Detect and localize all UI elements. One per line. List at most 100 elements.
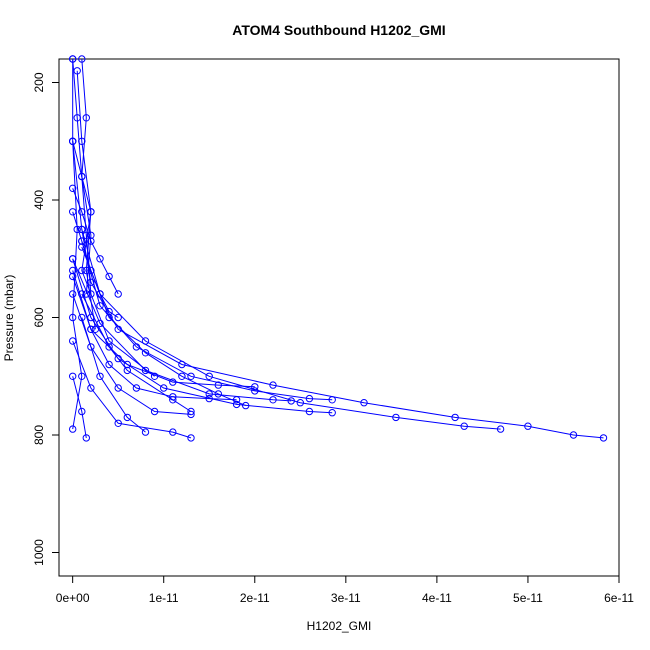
data-point [105, 307, 113, 316]
data-point [187, 407, 195, 416]
data-point [69, 55, 77, 63]
data-point [82, 434, 91, 442]
data-point [187, 372, 195, 380]
x-axis-label: H1202_GMI [307, 619, 372, 633]
data-point [392, 413, 400, 422]
series-line [72, 376, 87, 438]
data-point [69, 272, 77, 281]
data-point [78, 137, 86, 146]
data-point [82, 114, 91, 122]
series-line [81, 293, 192, 412]
series [69, 255, 295, 405]
y-axis-label: Pressure (mbar) [2, 275, 16, 362]
data-point [305, 407, 314, 416]
data-point [96, 302, 104, 310]
data-point [73, 225, 81, 234]
data-point [105, 313, 113, 322]
data-point [150, 407, 159, 416]
plot-frame [58, 58, 620, 577]
y-tick-label: 1000 [32, 539, 46, 566]
data-point [141, 337, 150, 345]
data-point [105, 337, 113, 345]
y-tick-label: 400 [32, 190, 46, 210]
data-point [87, 208, 95, 216]
x-tick-label: 3e-11 [331, 591, 361, 605]
series [69, 272, 241, 404]
data-point [328, 396, 336, 404]
data-point [141, 366, 150, 375]
data-point [187, 434, 195, 442]
data-point [96, 290, 104, 298]
x-tick-label: 2e-11 [240, 591, 270, 605]
data-point [524, 422, 532, 430]
data-point [69, 425, 77, 433]
data-point [114, 313, 122, 322]
x-tick-label: 5e-11 [513, 591, 543, 605]
data-point [150, 372, 159, 380]
series-line [72, 276, 237, 401]
data-point [460, 422, 468, 430]
data-point [96, 319, 104, 328]
data-point [360, 399, 368, 407]
data-point [105, 343, 113, 351]
series [69, 337, 195, 442]
series-line [81, 229, 501, 430]
data-point [78, 266, 86, 275]
data-point [251, 383, 259, 391]
series [78, 313, 150, 436]
data-point [69, 290, 77, 298]
data-point [78, 372, 86, 380]
x-tick-label: 0e+00 [56, 591, 90, 605]
data-point [169, 428, 177, 436]
data-point [205, 390, 213, 398]
data-point [205, 394, 213, 403]
data-point [123, 413, 132, 422]
data-point [78, 55, 86, 63]
data-point [105, 272, 113, 281]
data-point [87, 343, 95, 351]
data-point [214, 381, 223, 389]
data-point [496, 425, 505, 433]
data-point [205, 372, 213, 380]
data-point [123, 366, 132, 375]
series-line [72, 340, 192, 439]
data-point [132, 384, 141, 392]
data-point [82, 266, 91, 275]
series [69, 184, 122, 298]
x-tick-label: 4e-11 [422, 591, 452, 605]
data-point [569, 431, 578, 439]
chart-title: ATOM4 Southbound H1202_GMI [232, 22, 445, 38]
data-point [114, 290, 122, 298]
series [78, 290, 195, 416]
series-line [72, 211, 119, 318]
data-point [78, 237, 86, 245]
series-line [72, 141, 155, 377]
x-tick-label: 6e-11 [604, 591, 634, 605]
data-point [305, 394, 314, 403]
y-tick-label: 600 [32, 307, 46, 327]
series-line [72, 258, 333, 414]
y-axis: 200 400 600 800 1000 [32, 72, 60, 566]
data-point [78, 172, 86, 181]
data-point [114, 419, 122, 427]
data-point [251, 387, 259, 395]
x-tick-label: 1e-11 [149, 591, 179, 605]
data-point [328, 409, 336, 417]
series [78, 225, 505, 433]
data-point [73, 67, 81, 75]
data-point [69, 184, 77, 193]
data-point [96, 372, 104, 380]
series-line [72, 59, 83, 430]
data-point [178, 372, 186, 380]
y-tick-label: 200 [32, 72, 46, 92]
data-point [69, 372, 77, 380]
series [69, 55, 86, 433]
series [69, 372, 91, 442]
data-point [78, 313, 86, 322]
data-point [96, 255, 104, 263]
series [69, 137, 608, 442]
series [69, 137, 159, 380]
data-point [87, 325, 95, 333]
data-point [232, 396, 241, 404]
